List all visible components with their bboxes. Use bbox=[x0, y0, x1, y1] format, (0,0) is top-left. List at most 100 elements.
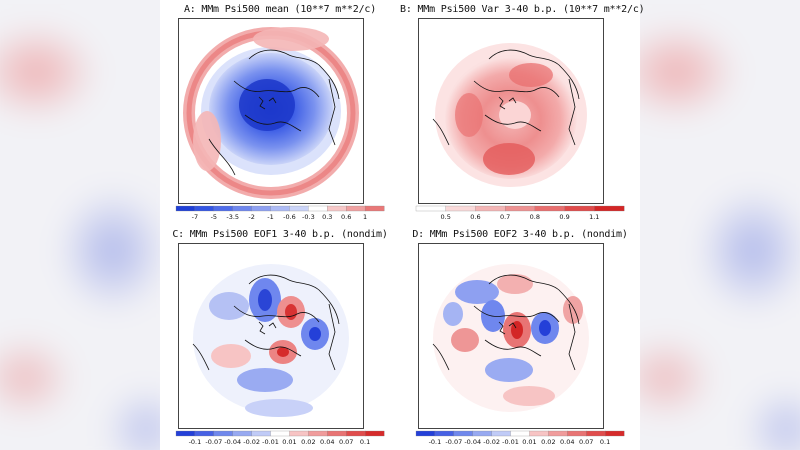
panel-c-colorbar-label: 0.01 bbox=[282, 438, 296, 446]
panel-a-colorbar-swatch bbox=[251, 205, 271, 212]
panel-d-neg-east-core bbox=[539, 320, 551, 336]
panel-b-colorbar-label: 0.7 bbox=[500, 213, 510, 221]
panel-d-colorbar-label: 0.02 bbox=[541, 438, 555, 446]
blurred-background-right bbox=[640, 0, 800, 450]
panel-c-colorbar-label: -0.02 bbox=[243, 438, 260, 446]
panel-a-colorbar-swatch bbox=[213, 205, 234, 212]
panel-d-map bbox=[418, 243, 604, 429]
panel-b-max-north bbox=[509, 63, 553, 87]
panel-b-max-west bbox=[455, 93, 483, 137]
panel-d-colorbar-label: -0.1 bbox=[429, 438, 442, 446]
panel-a-coastlines bbox=[208, 49, 340, 176]
panel-b-colorbar-swatch bbox=[415, 205, 447, 212]
panel-c-colorbar-label: -0.04 bbox=[224, 438, 241, 446]
panel-d-pos-west bbox=[451, 328, 479, 352]
panel-c-coastlines bbox=[192, 274, 340, 371]
panel-a-colorbar-swatch bbox=[232, 205, 253, 212]
panel-d-colorbar: -0.1 -0.07 -0.04 -0.02 -0.01 0.01 0.02 0.04 0.07… bbox=[406, 429, 634, 446]
panel-a: A: MMm Psi500 mean (10**7 m**2/c) bbox=[160, 0, 400, 225]
panel-a-map bbox=[178, 18, 364, 204]
panel-a-title: A: MMm Psi500 mean (10**7 m**2/c) bbox=[183, 4, 377, 15]
panel-d-colorbar-swatch bbox=[567, 430, 587, 437]
panel-b-colorbar-swatch bbox=[475, 205, 506, 212]
panel-c-colorbar-swatch bbox=[251, 430, 271, 437]
panel-b-colorbar-swatch bbox=[445, 205, 476, 212]
panel-a-colorbar-swatch bbox=[175, 205, 196, 212]
panel-c-colorbar-swatch bbox=[346, 430, 366, 437]
panel-a-colorbar-label: 1 bbox=[363, 213, 367, 221]
panel-d-coastlines bbox=[432, 274, 580, 371]
panel-d-colorbar-swatch bbox=[604, 430, 625, 437]
panel-d-pos-south bbox=[503, 386, 555, 406]
panel-c-colorbar-swatch bbox=[364, 430, 385, 437]
panel-a-colorbar-label: -5 bbox=[211, 213, 217, 221]
panel-a-colorbar-swatch bbox=[289, 205, 309, 212]
panel-c-title: C: MMm Psi500 EOF1 3-40 b.p. (nondim) bbox=[172, 229, 388, 240]
panel-a-pos-blob-top bbox=[253, 27, 329, 51]
panel-d-pos-north bbox=[497, 274, 533, 294]
panel-d-colorbar-label: 0.01 bbox=[522, 438, 536, 446]
panel-a-colorbar: -7 -5 -3.5 -2 -1 -0.6 -0.3 0.3 0.6 1 bbox=[166, 204, 394, 221]
panel-b: B: MMm Psi500 Var 3-40 b.p. (10**7 m**2/… bbox=[400, 0, 645, 225]
panel-d-colorbar-swatch bbox=[548, 430, 568, 437]
panel-d-colorbar-swatch bbox=[472, 430, 493, 437]
panel-c-colorbar-swatch bbox=[213, 430, 234, 437]
panel-d-neg-south bbox=[485, 358, 533, 382]
panel-d-colorbar-label: 0.04 bbox=[560, 438, 574, 446]
panel-c-colorbar: -0.1 -0.07 -0.04 -0.02 -0.01 0.01 0.02 0.04 0.07… bbox=[166, 429, 394, 446]
panel-a-colorbar-label: -7 bbox=[192, 213, 198, 221]
panel-d-pos-far-east bbox=[563, 296, 583, 324]
panel-d-colorbar-swatch bbox=[434, 430, 455, 437]
panel-b-colorbar-swatch bbox=[534, 205, 566, 212]
panel-b-colorbar-swatch bbox=[564, 205, 595, 212]
panel-b-colorbar-label: 0.9 bbox=[559, 213, 569, 221]
panel-b-map bbox=[418, 18, 604, 204]
panel-d-neg-west bbox=[443, 302, 463, 326]
panel-a-colorbar-swatch bbox=[327, 205, 347, 212]
panel-c-colorbar-swatch bbox=[270, 430, 290, 437]
panel-c-colorbar-swatch bbox=[327, 430, 347, 437]
panel-b-colorbar-swatch bbox=[594, 205, 625, 212]
panel-a-colorbar-label: -1 bbox=[267, 213, 273, 221]
panel-c-colorbar-label: 0.04 bbox=[320, 438, 334, 446]
panel-b-colorbar-label: 0.8 bbox=[530, 213, 540, 221]
panel-d-neg-northwest bbox=[455, 280, 499, 304]
panel-d-colorbar-swatch bbox=[491, 430, 511, 437]
panel-a-low-core bbox=[239, 79, 295, 131]
panel-c-neg-east-core bbox=[309, 327, 321, 341]
panel-b-max-south bbox=[483, 143, 535, 175]
panel-c-colorbar-swatch bbox=[289, 430, 309, 437]
panel-a-pos-blob-left bbox=[193, 111, 221, 171]
panel-a-colorbar-swatch bbox=[346, 205, 366, 212]
panel-b-colorbar-label: 0.6 bbox=[470, 213, 480, 221]
panel-a-colorbar-label: -3.5 bbox=[226, 213, 239, 221]
panel-d-colorbar-swatch bbox=[529, 430, 549, 437]
panel-c-pos-center-core bbox=[277, 347, 289, 357]
panel-d-colorbar-label: 0.1 bbox=[600, 438, 610, 446]
panel-c-colorbar-swatch bbox=[194, 430, 215, 437]
panel-c-colorbar-label: 0.07 bbox=[339, 438, 353, 446]
figure-four-panel: A: MMm Psi500 mean (10**7 m**2/c) bbox=[160, 0, 645, 450]
panel-c-colorbar-swatch bbox=[232, 430, 253, 437]
panel-a-colorbar-label: -0.3 bbox=[302, 213, 315, 221]
panel-c-neg-south bbox=[237, 368, 293, 392]
panel-d-pos-center-core bbox=[511, 321, 523, 339]
panel-c-neg-far-south bbox=[245, 399, 313, 417]
panel-d-colorbar-label: -0.07 bbox=[445, 438, 462, 446]
panel-c-pos-north-core bbox=[285, 304, 297, 320]
panel-c-colorbar-swatch bbox=[308, 430, 328, 437]
panel-c: C: MMm Psi500 EOF1 3-40 b.p. (nondim) bbox=[160, 225, 400, 450]
panel-c-colorbar-label: 0.02 bbox=[301, 438, 315, 446]
panel-a-colorbar-swatch bbox=[364, 205, 385, 212]
panel-a-colorbar-label: 0.3 bbox=[322, 213, 332, 221]
panel-d-colorbar-label: -0.04 bbox=[464, 438, 481, 446]
panel-a-colorbar-label: -2 bbox=[248, 213, 254, 221]
panel-d-colorbar-swatch bbox=[415, 430, 436, 437]
panel-c-colorbar-label: 0.1 bbox=[360, 438, 370, 446]
panel-c-colorbar-label: -0.07 bbox=[205, 438, 222, 446]
panel-d-colorbar-label: -0.02 bbox=[483, 438, 500, 446]
blurred-background-left bbox=[0, 0, 160, 450]
panel-b-title: B: MMm Psi500 Var 3-40 b.p. (10**7 m**2/… bbox=[400, 4, 645, 15]
panel-a-colorbar-swatch bbox=[308, 205, 328, 212]
panel-d-colorbar-label: -0.01 bbox=[502, 438, 519, 446]
